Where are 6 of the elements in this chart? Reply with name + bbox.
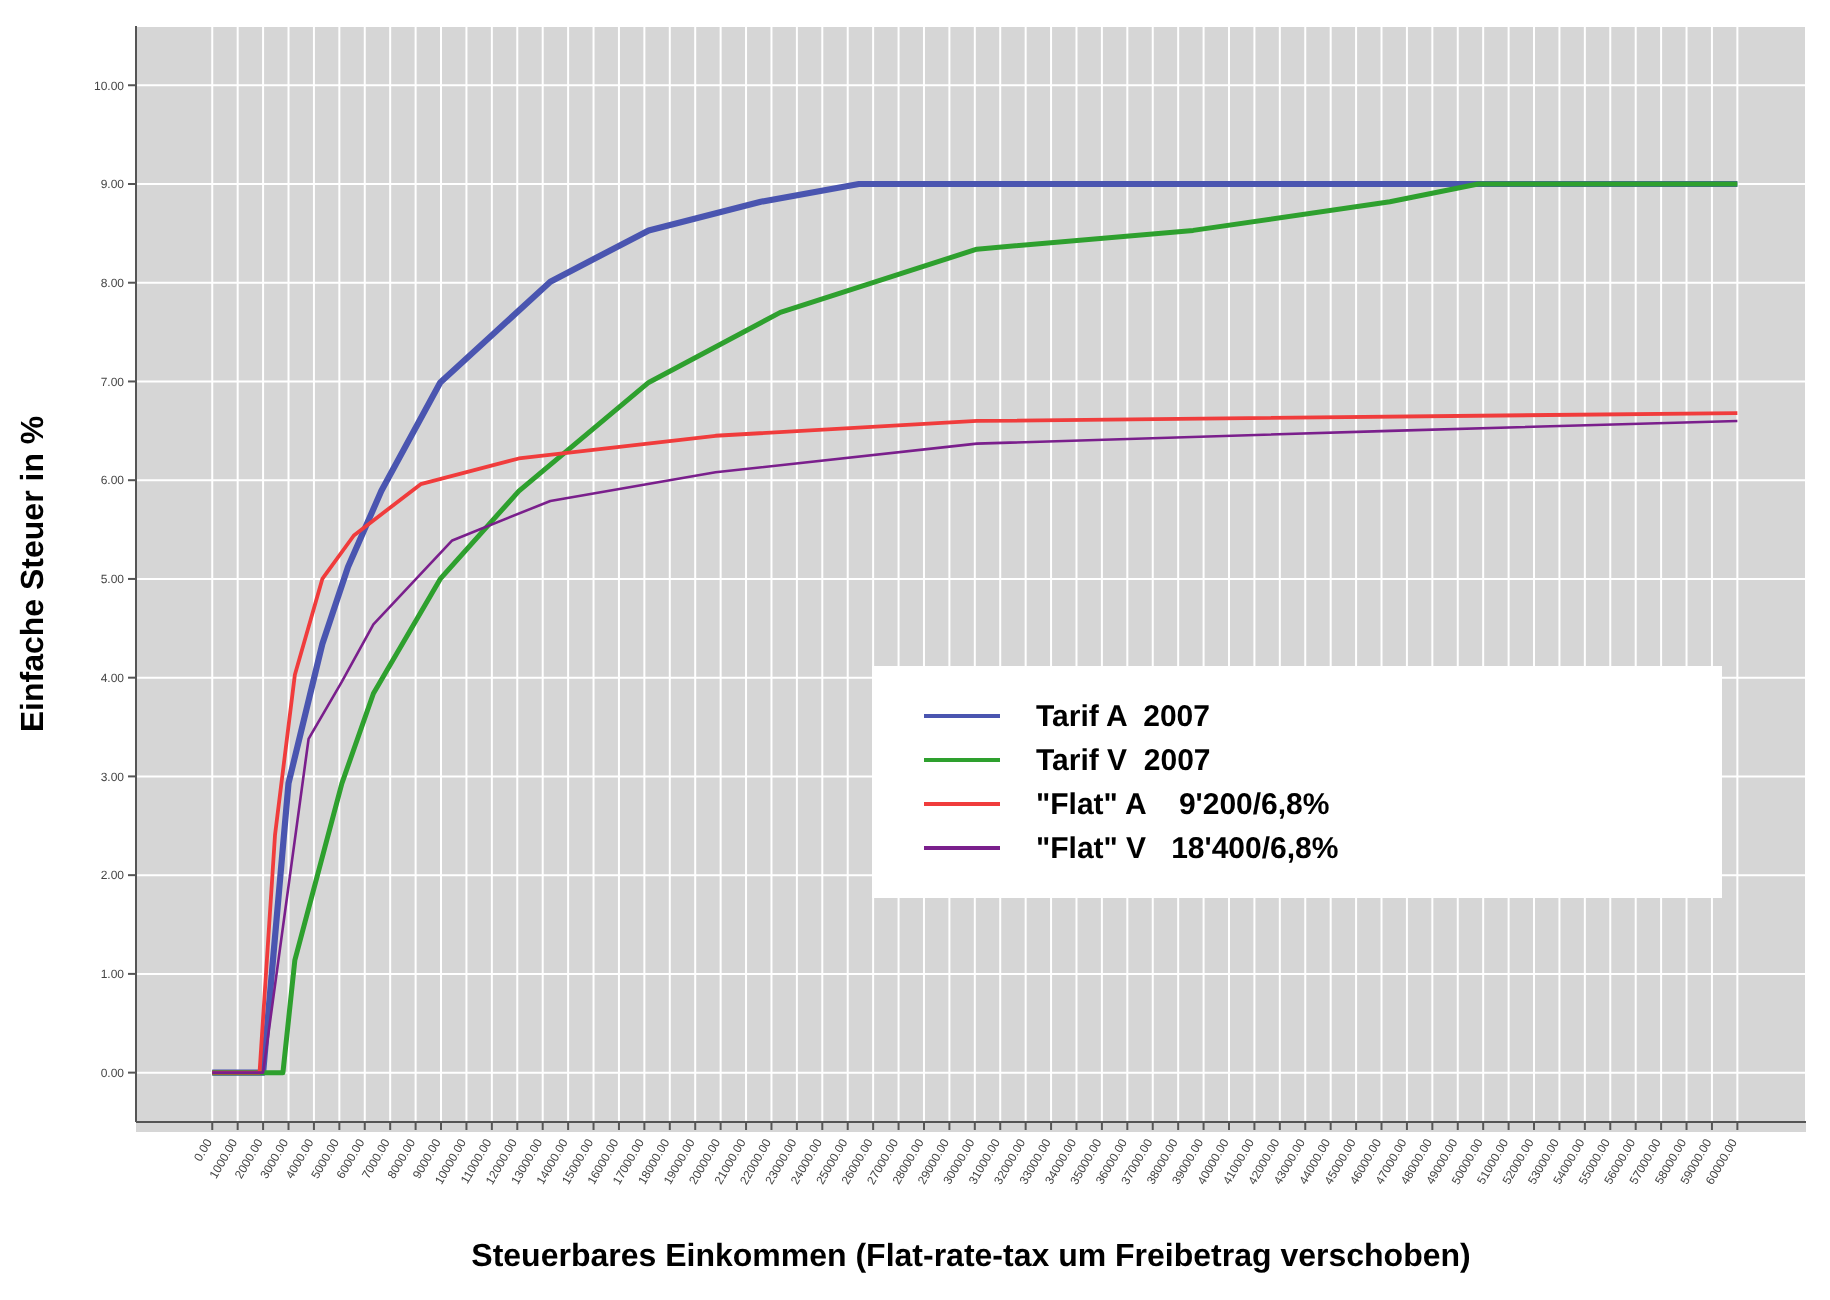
legend-label: "Flat" A 9'200/6,8%: [1036, 787, 1330, 821]
legend-label: Tarif A 2007: [1036, 699, 1210, 733]
legend-label: "Flat" V 18'400/6,8%: [1036, 831, 1339, 865]
legend-label: Tarif V 2007: [1036, 743, 1211, 777]
y-axis-title: Einfache Steuer in %: [17, 415, 52, 733]
x-axis-title: Steuerbares Einkommen (Flat-rate-tax um Freibetrag verschoben): [471, 1240, 1471, 1274]
